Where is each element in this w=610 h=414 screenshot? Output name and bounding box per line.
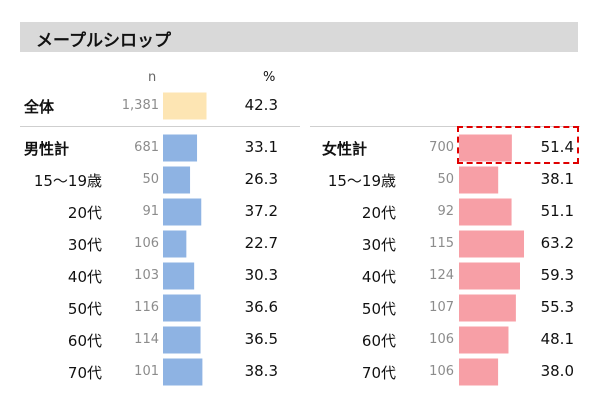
male-label-6: 60代 [67, 332, 102, 350]
female-bar-2 [459, 198, 512, 226]
male-bar-3 [163, 230, 187, 258]
total-label: 全体 [24, 98, 55, 116]
female-n-4: 124 [429, 268, 454, 283]
female-value-5: 55.3 [540, 298, 574, 316]
male-n-6: 114 [134, 332, 159, 347]
female-label-1: 15～19歳 [327, 172, 396, 190]
total-n: 1,381 [121, 98, 159, 113]
male-value-6: 36.5 [244, 330, 278, 348]
female-label-2: 20代 [361, 204, 396, 222]
male-bar-5 [163, 294, 201, 322]
male-n-5: 116 [134, 300, 159, 315]
female-bar-5 [459, 294, 516, 322]
female-value-1: 38.1 [540, 170, 574, 188]
male-label-1: 15～19歳 [33, 172, 102, 190]
male-bar-0 [163, 134, 198, 162]
male-bar-7 [163, 358, 203, 386]
highlight-box [457, 126, 579, 164]
female-bar-6 [459, 326, 509, 354]
male-label-7: 70代 [67, 364, 102, 382]
female-value-6: 48.1 [540, 330, 574, 348]
female-n-2: 92 [437, 204, 454, 219]
female-bar-1 [459, 166, 499, 194]
female-value-4: 59.3 [540, 266, 574, 284]
female-label-5: 50代 [361, 300, 396, 318]
divider-right [310, 126, 580, 127]
female-n-3: 115 [429, 236, 454, 251]
total-value: 42.3 [244, 96, 278, 114]
male-n-3: 106 [134, 236, 159, 251]
male-bar-4 [163, 262, 195, 290]
female-n-6: 106 [429, 332, 454, 347]
female-bar-0 [459, 134, 512, 162]
male-n-2: 91 [142, 204, 159, 219]
chart-title: メープルシロップ [36, 31, 171, 51]
total-bar [163, 92, 207, 120]
male-n-1: 50 [142, 172, 159, 187]
male-value-5: 36.6 [244, 298, 278, 316]
female-value-3: 63.2 [540, 234, 574, 252]
female-value-7: 38.0 [540, 362, 574, 380]
female-label-4: 40代 [361, 268, 396, 286]
female-n-1: 50 [437, 172, 454, 187]
male-label-3: 30代 [67, 236, 102, 254]
male-value-0: 33.1 [244, 138, 278, 156]
male-n-7: 101 [134, 364, 159, 379]
title-bar: メープルシロップ [20, 22, 578, 52]
male-value-1: 26.3 [244, 170, 278, 188]
male-value-7: 38.3 [244, 362, 278, 380]
pct-header: % [263, 70, 276, 85]
male-label-0: 男性計 [24, 140, 70, 158]
n-header: n [148, 70, 157, 85]
male-bar-1 [163, 166, 191, 194]
female-n-7: 106 [429, 364, 454, 379]
divider-left [20, 126, 300, 127]
female-n-5: 107 [429, 300, 454, 315]
male-value-2: 37.2 [244, 202, 278, 220]
female-bar-4 [459, 262, 520, 290]
female-bar-3 [459, 230, 525, 258]
female-value-2: 51.1 [540, 202, 574, 220]
female-value-0: 51.4 [540, 138, 574, 156]
male-label-5: 50代 [67, 300, 102, 318]
female-label-3: 30代 [361, 236, 396, 254]
male-n-0: 681 [134, 140, 159, 155]
female-label-7: 70代 [361, 364, 396, 382]
female-label-6: 60代 [361, 332, 396, 350]
female-bar-7 [459, 358, 499, 386]
male-value-3: 22.7 [244, 234, 278, 252]
male-bar-6 [163, 326, 201, 354]
female-n-0: 700 [429, 140, 454, 155]
female-label-0: 女性計 [322, 140, 368, 158]
male-n-4: 103 [134, 268, 159, 283]
male-bar-2 [163, 198, 202, 226]
male-label-4: 40代 [67, 268, 102, 286]
male-value-4: 30.3 [244, 266, 278, 284]
male-label-2: 20代 [67, 204, 102, 222]
